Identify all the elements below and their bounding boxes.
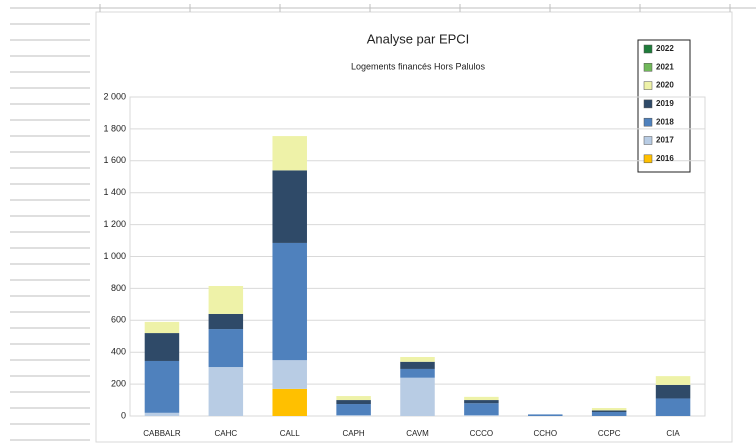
- bar-segment: [336, 396, 371, 401]
- bar-segment: [591, 412, 627, 416]
- y-tick-label: 1 200: [103, 219, 126, 229]
- legend-label: 2016: [656, 154, 674, 163]
- bar-segment: [272, 170, 307, 243]
- bar-segment: [208, 329, 244, 368]
- bar-segment: [464, 396, 499, 401]
- x-tick-label: CIA: [666, 429, 680, 438]
- legend-label: 2021: [656, 62, 674, 71]
- legend-swatch: [643, 44, 653, 54]
- bar-segment: [272, 388, 307, 416]
- x-tick-label: CAHC: [214, 429, 237, 438]
- bar-segment: [272, 136, 307, 171]
- y-tick-label: 400: [111, 347, 126, 357]
- y-tick-label: 200: [111, 378, 126, 388]
- bar-segment: [464, 400, 499, 404]
- bar-segment: [655, 398, 691, 416]
- bar-segment: [208, 313, 244, 330]
- bar-segment: [591, 408, 627, 411]
- bar-segment: [591, 410, 627, 413]
- bar-segment: [144, 333, 180, 361]
- bar-segment: [400, 361, 435, 369]
- bar-segment: [272, 242, 307, 361]
- bar-segment: [336, 404, 371, 416]
- legend-label: 2022: [656, 44, 674, 53]
- bar-segment: [208, 367, 244, 416]
- chart-title: Analyse par EPCI: [367, 31, 470, 46]
- bar-segment: [400, 368, 435, 378]
- legend-swatch: [643, 154, 653, 164]
- legend-swatch: [643, 81, 653, 90]
- x-tick-label: CAVM: [406, 429, 429, 438]
- x-tick-label: CCPC: [598, 429, 621, 438]
- bar-segment: [464, 415, 499, 416]
- x-tick-label: CAPH: [342, 429, 364, 438]
- y-tick-label: 2 000: [103, 91, 126, 101]
- y-tick-label: 1 000: [103, 251, 126, 261]
- chart-subtitle: Logements financés Hors Palulos: [351, 61, 486, 71]
- bar-segment: [272, 360, 307, 389]
- legend-swatch: [643, 136, 653, 145]
- chart-area: [95, 11, 733, 443]
- y-tick-label: 1 600: [103, 155, 126, 165]
- y-tick-label: 800: [111, 283, 126, 293]
- legend-swatch: [643, 63, 653, 72]
- bar-segment: [528, 414, 563, 416]
- x-tick-label: CCHO: [533, 429, 557, 438]
- y-tick-label: 1 400: [103, 187, 126, 197]
- bar-segment: [208, 286, 244, 314]
- bar-segment: [464, 403, 499, 416]
- legend-swatch: [643, 117, 653, 127]
- bar-segment: [144, 360, 180, 413]
- bar-segment: [336, 415, 371, 416]
- y-tick-label: 600: [111, 315, 126, 325]
- bar-segment: [655, 384, 691, 399]
- bar-segment: [400, 356, 435, 362]
- bar-segment: [336, 400, 371, 405]
- x-tick-label: CABBALR: [143, 429, 181, 438]
- x-tick-label: CCCO: [470, 429, 494, 438]
- x-tick-label: CALL: [280, 429, 301, 438]
- bar-segment: [144, 321, 180, 334]
- legend-swatch: [643, 99, 653, 109]
- legend-label: 2017: [656, 136, 674, 145]
- legend-label: 2018: [656, 117, 674, 126]
- legend-label: 2020: [656, 81, 674, 90]
- y-tick-label: 0: [121, 410, 126, 420]
- bar-segment: [655, 376, 691, 385]
- bar-segment: [400, 377, 435, 416]
- y-tick-label: 1 800: [103, 123, 126, 133]
- bar-segment: [144, 412, 180, 416]
- legend-label: 2019: [656, 99, 674, 108]
